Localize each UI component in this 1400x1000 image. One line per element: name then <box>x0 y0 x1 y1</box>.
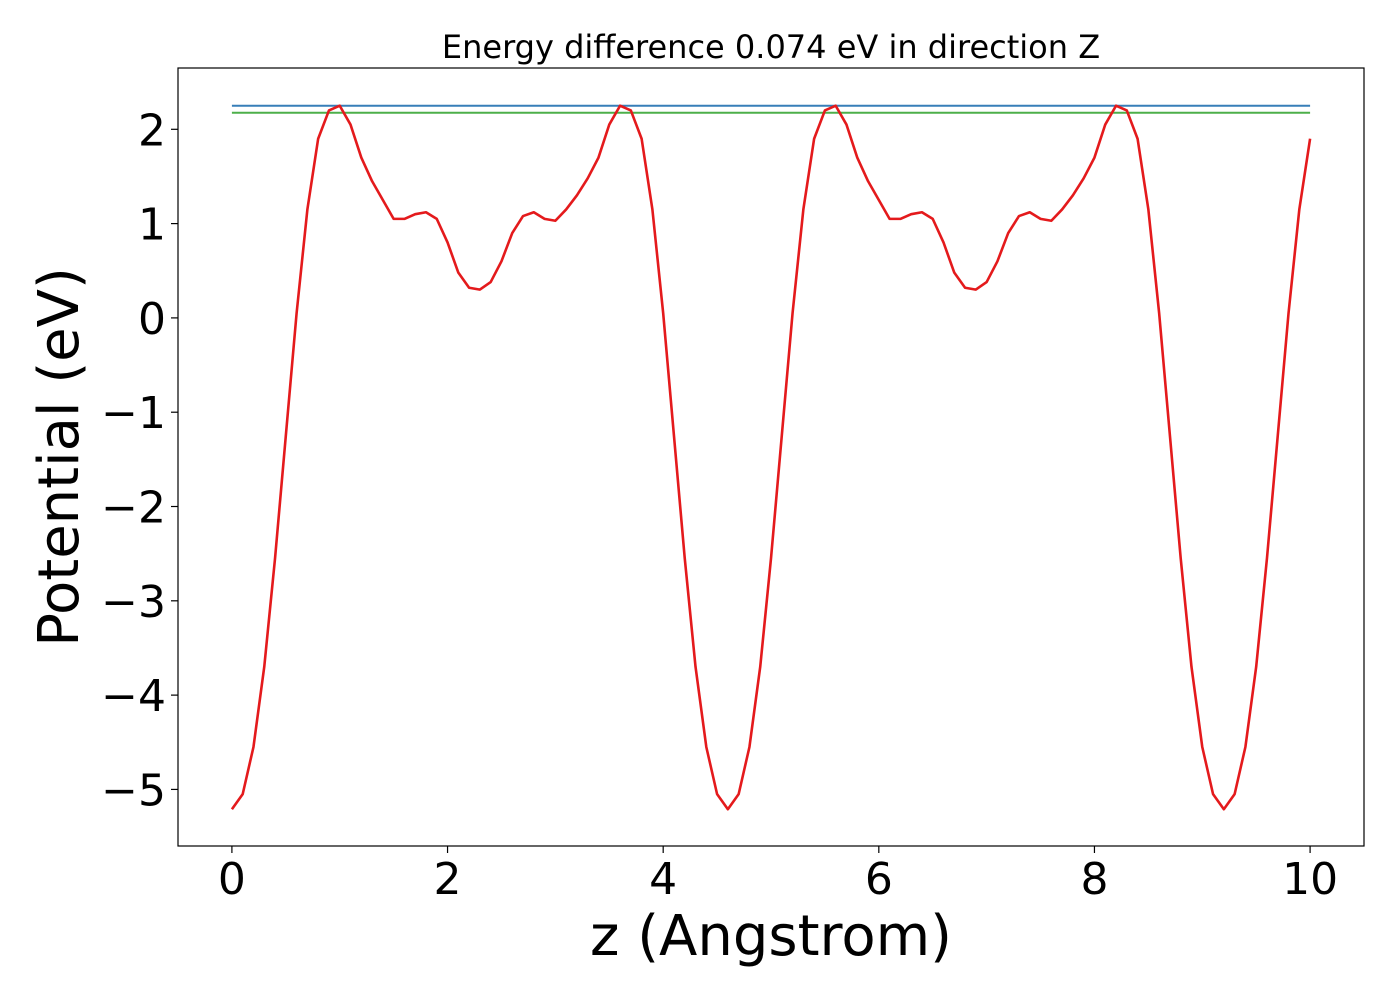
y-axis-ticks: 2 1 0 −1 −2 −3 −4 −5 <box>101 105 178 816</box>
y-tick-label: −3 <box>101 577 166 628</box>
y-tick-label: −2 <box>101 483 166 534</box>
x-tick-label: 4 <box>649 854 677 905</box>
y-tick-label: −4 <box>101 671 166 722</box>
x-tick-label: 10 <box>1282 854 1338 905</box>
potential-curve <box>230 104 1312 811</box>
y-tick-label: −5 <box>101 765 166 816</box>
x-axis-label: z (Angstrom) <box>590 904 952 969</box>
chart-title: Energy difference 0.074 eV in direction … <box>442 28 1100 66</box>
x-axis-ticks: 0 2 4 6 8 10 <box>218 846 1338 905</box>
y-tick-label: 0 <box>138 294 166 345</box>
y-tick-label: −1 <box>101 388 166 439</box>
y-tick-label: 2 <box>138 105 166 156</box>
plot-area <box>230 104 1312 811</box>
x-tick-label: 0 <box>218 854 246 905</box>
x-tick-label: 2 <box>434 854 462 905</box>
x-tick-label: 6 <box>865 854 893 905</box>
y-axis-label: Potential (eV) <box>27 267 92 647</box>
y-tick-label: 1 <box>138 200 166 251</box>
x-tick-label: 8 <box>1080 854 1108 905</box>
axes-frame <box>177 67 1365 847</box>
